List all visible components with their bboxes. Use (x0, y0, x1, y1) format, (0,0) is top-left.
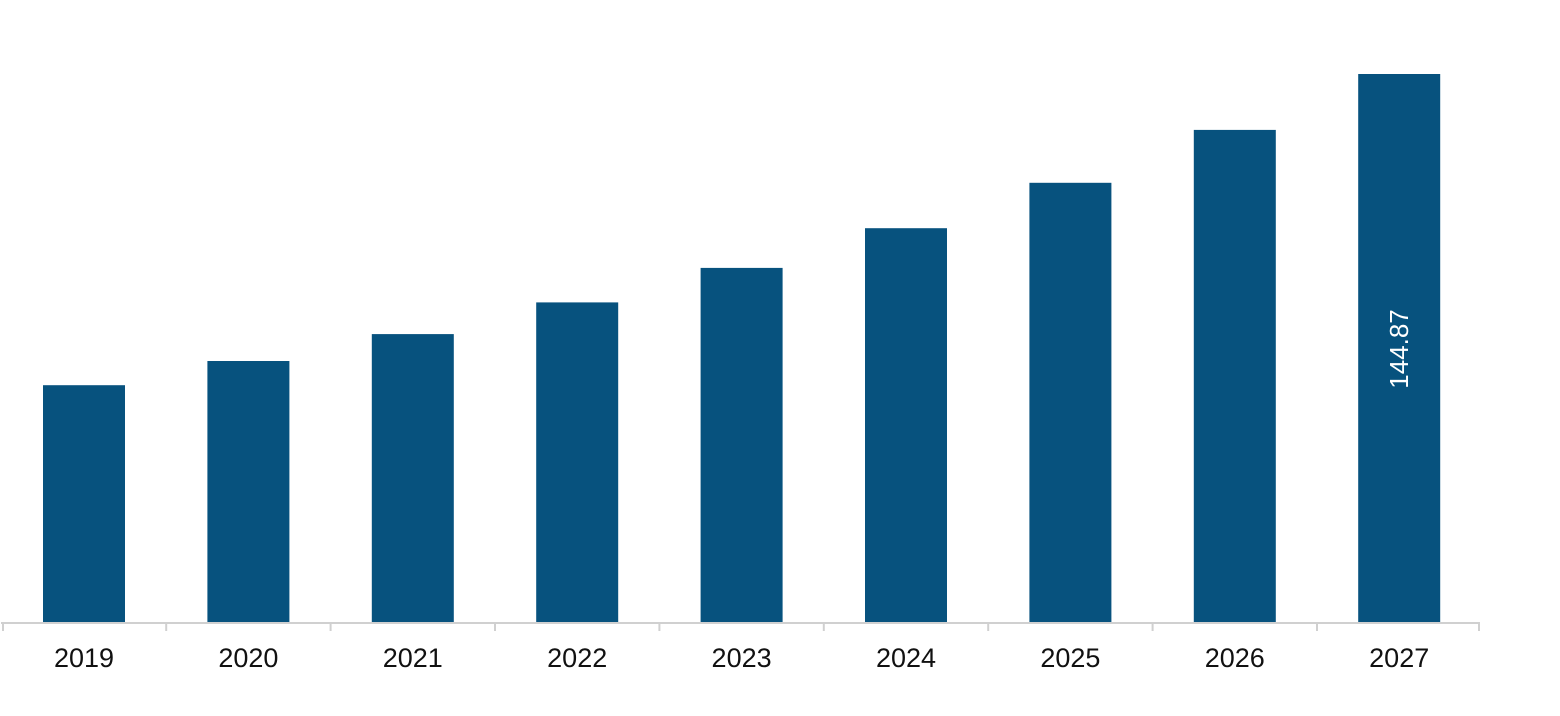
bar-2026 (1193, 129, 1276, 622)
x-tick-label-2019: 2019 (54, 643, 114, 673)
bar-2019 (43, 385, 125, 622)
x-tick-label-2027: 2027 (1369, 643, 1429, 673)
bar-2022 (536, 302, 619, 622)
bar-2025 (1029, 182, 1112, 623)
x-tick-label-2026: 2026 (1205, 643, 1265, 673)
x-tick-label-2020: 2020 (218, 643, 278, 673)
bar-2020 (207, 361, 290, 622)
x-axis (1, 622, 1480, 631)
x-tick-label-2023: 2023 (712, 643, 772, 673)
data-label-2027: 144.87 (1384, 309, 1414, 389)
x-tick-label-2024: 2024 (876, 643, 936, 673)
bar-2027 (1358, 74, 1441, 622)
x-tick-label-2022: 2022 (547, 643, 607, 673)
labels-layer: 2019 2020 2021 2022 2023 2024 2025 2026 2027 144.… (54, 309, 1429, 673)
x-tick-label-2025: 2025 (1040, 643, 1100, 673)
x-tick-label-2021: 2021 (383, 643, 443, 673)
bar-2024 (865, 228, 947, 622)
bars-layer (43, 74, 1441, 623)
bar-2021 (371, 334, 454, 622)
bar-2023 (700, 267, 783, 622)
